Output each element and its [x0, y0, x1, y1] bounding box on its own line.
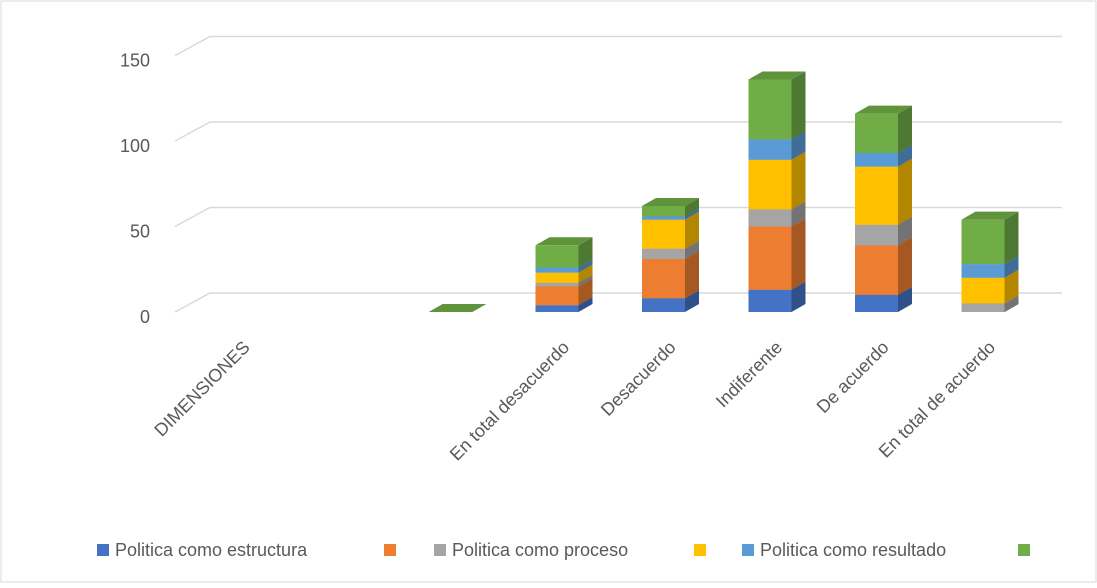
bar-side [898, 158, 912, 225]
bar-segment [642, 205, 685, 217]
bar-side [1004, 295, 1019, 312]
bar-segment [642, 298, 685, 312]
bar-side [898, 105, 912, 153]
bar-segment [961, 277, 1005, 304]
y-tick-label: 50 [130, 221, 150, 241]
legend-swatch [1018, 544, 1030, 556]
bar-side [578, 264, 593, 283]
bar-top [748, 71, 806, 80]
bar-segment [748, 79, 792, 140]
bar-segment [855, 166, 898, 225]
bar-side [898, 237, 912, 295]
bar-segment [748, 159, 792, 210]
bar-segment [855, 245, 898, 295]
bar-segment [748, 226, 792, 290]
bar-side [685, 290, 699, 312]
bar-segment [748, 289, 792, 312]
bar-side [898, 144, 912, 167]
bar-segment [855, 294, 898, 312]
bar-side [1004, 256, 1019, 278]
bar-side [1004, 269, 1019, 304]
bar-segment [642, 219, 685, 249]
bar-segment [642, 248, 685, 259]
bar-side [791, 71, 806, 140]
bar-top [535, 237, 593, 246]
bar-top [855, 105, 912, 114]
bar-side [578, 259, 593, 273]
bar-segment [535, 245, 579, 268]
y-tick-label: 100 [120, 136, 150, 156]
bar-side [685, 197, 699, 217]
bar-side [578, 274, 593, 287]
grid-line [174, 35, 1062, 57]
y-tick-label: 0 [140, 307, 150, 327]
bar-segment [642, 216, 685, 220]
bar-segment [961, 264, 1005, 278]
bar-segment [642, 258, 685, 299]
bar-top [961, 211, 1019, 220]
legend-swatch [434, 544, 446, 556]
bar-side [898, 286, 912, 312]
bar-segment [535, 272, 579, 283]
bar-segment [535, 267, 579, 273]
bar-segment [961, 303, 1005, 312]
bar-segment [855, 113, 898, 153]
bar-segment [748, 209, 792, 227]
bar-segment [535, 305, 579, 312]
bar-segment [961, 219, 1005, 265]
legend-swatch [694, 544, 706, 556]
bar-segment [855, 224, 898, 246]
bar-side [685, 250, 699, 299]
bar-top [642, 197, 699, 206]
legend-swatch [97, 544, 109, 556]
bar-side [1004, 211, 1019, 265]
legend-label: Politica como estructura [115, 540, 308, 560]
bar-segment [535, 282, 579, 287]
y-tick-label: 150 [120, 50, 150, 70]
bar-side [791, 131, 806, 160]
bar-side [578, 297, 593, 312]
legend-label: Politica como proceso [452, 540, 628, 560]
bar-segment [855, 152, 898, 167]
bar-side [791, 201, 806, 227]
legend-swatch [742, 544, 754, 556]
legend-label: Politica como resultado [760, 540, 946, 560]
bar-segment [748, 139, 792, 160]
bar-side [685, 240, 699, 259]
bar-side [685, 208, 699, 220]
bar-side [685, 211, 699, 249]
bar-side [791, 151, 806, 210]
legend-swatch [384, 544, 396, 556]
bar-side [898, 216, 912, 246]
bar-segment [535, 286, 579, 306]
bar-side [791, 281, 806, 312]
bar-side [578, 278, 593, 306]
bar-side [578, 237, 593, 268]
bar-side [791, 218, 806, 290]
bar-top [429, 304, 486, 312]
